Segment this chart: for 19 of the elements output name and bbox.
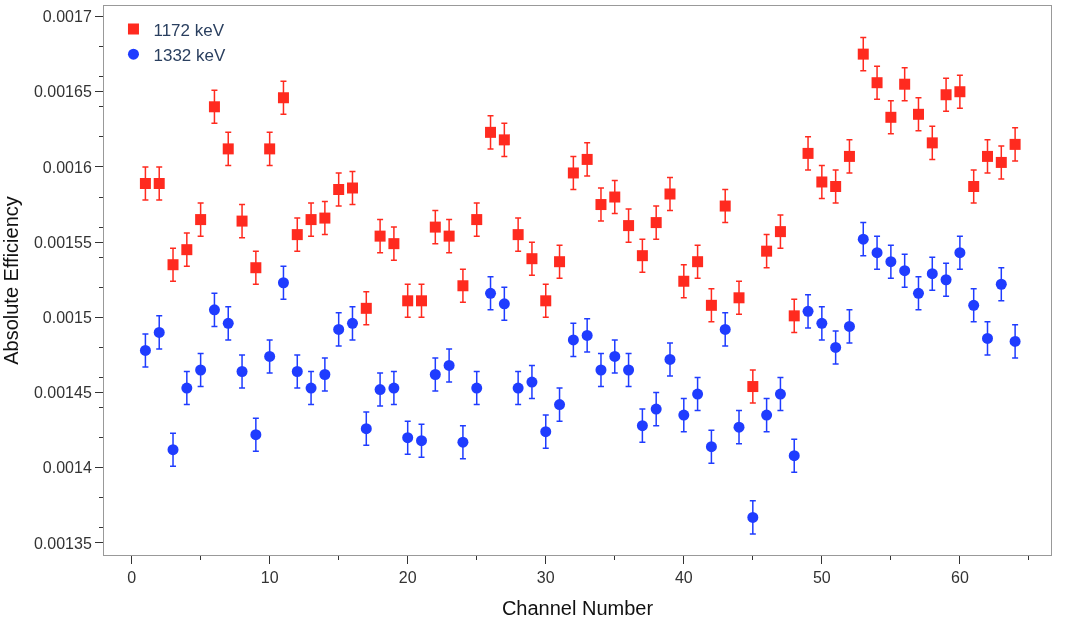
y-axis-title: Absolute Efficiency (0, 196, 22, 365)
x-tick-label: 0 (127, 569, 137, 587)
y-tick-label: 0.0016 (42, 158, 92, 176)
x-tick-label: 10 (260, 569, 279, 587)
legend-label: 1172 keV (153, 20, 225, 40)
legend-label: 1332 keV (153, 45, 226, 65)
y-tick-label: 0.0015 (42, 308, 92, 326)
x-tick-label: 20 (398, 569, 417, 587)
y-tick-label: 0.00145 (33, 384, 92, 402)
x-tick-label: 50 (812, 569, 831, 587)
y-tick-label: 0.00135 (33, 534, 92, 552)
y-tick-label: 0.0014 (42, 459, 92, 477)
x-tick-label: 60 (950, 569, 969, 587)
x-tick-label: 30 (536, 569, 555, 587)
y-tick-label: 0.0017 (42, 8, 92, 26)
x-tick-label: 40 (674, 569, 693, 587)
y-tick-label: 0.00165 (33, 83, 92, 101)
y-tick-label: 0.00155 (33, 233, 92, 251)
x-axis-title: Channel Number (501, 596, 654, 619)
